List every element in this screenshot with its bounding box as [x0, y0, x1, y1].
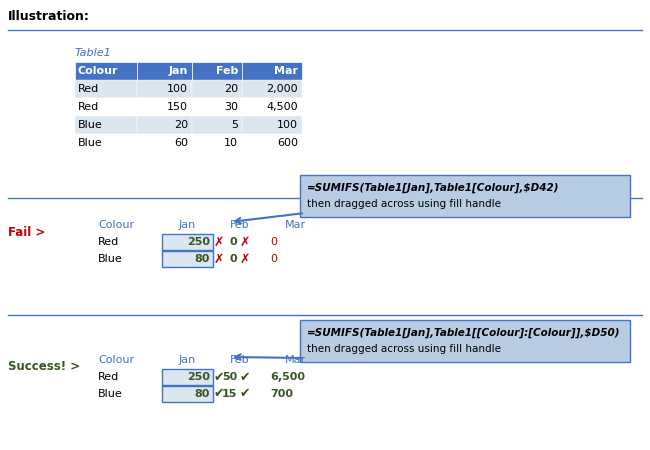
Text: 6,500: 6,500 — [270, 372, 305, 382]
Text: ✗: ✗ — [239, 235, 250, 248]
Text: ✗: ✗ — [239, 252, 250, 266]
Text: =SUMIFS(Table1[Jan],Table1[Colour],$D42): =SUMIFS(Table1[Jan],Table1[Colour],$D42) — [307, 183, 560, 193]
Bar — [192, 134, 242, 152]
Bar — [137, 134, 192, 152]
Text: ✔: ✔ — [239, 387, 250, 400]
Text: 250: 250 — [187, 237, 210, 247]
Bar — [242, 116, 302, 134]
Bar — [75, 98, 137, 116]
Text: 5: 5 — [231, 120, 238, 130]
Bar — [162, 251, 213, 267]
Bar — [75, 80, 137, 98]
Text: Blue: Blue — [78, 120, 103, 130]
Bar — [162, 234, 213, 250]
Bar — [137, 62, 192, 80]
Text: 80: 80 — [194, 389, 210, 399]
Bar — [242, 80, 302, 98]
Text: ✔: ✔ — [214, 370, 224, 383]
Text: Red: Red — [78, 102, 99, 112]
Bar — [75, 116, 137, 134]
Text: Red: Red — [98, 237, 119, 247]
Text: 0: 0 — [230, 237, 237, 247]
Text: Feb: Feb — [230, 355, 250, 365]
Text: 0: 0 — [230, 254, 237, 264]
Text: Blue: Blue — [78, 138, 103, 148]
Bar — [192, 116, 242, 134]
Text: Jan: Jan — [168, 66, 188, 76]
Text: 10: 10 — [224, 138, 238, 148]
Text: =SUMIFS(Table1[Jan],Table1[[Colour]:[Colour]],$D50): =SUMIFS(Table1[Jan],Table1[[Colour]:[Col… — [307, 328, 621, 338]
Text: 250: 250 — [187, 372, 210, 382]
Text: 80: 80 — [194, 254, 210, 264]
Text: Mar: Mar — [274, 66, 298, 76]
Bar — [242, 98, 302, 116]
Text: Blue: Blue — [98, 254, 123, 264]
Text: Colour: Colour — [98, 220, 134, 230]
Text: 600: 600 — [277, 138, 298, 148]
Text: ✗: ✗ — [214, 252, 224, 266]
Text: then dragged across using fill handle: then dragged across using fill handle — [307, 199, 501, 209]
Text: Fail >: Fail > — [8, 225, 46, 238]
Bar — [242, 62, 302, 80]
Text: ✔: ✔ — [214, 387, 224, 400]
Text: 0: 0 — [270, 237, 277, 247]
Text: 150: 150 — [167, 102, 188, 112]
Text: Success! >: Success! > — [8, 360, 80, 374]
Text: ✗: ✗ — [214, 235, 224, 248]
Text: 100: 100 — [167, 84, 188, 94]
Bar — [300, 175, 630, 217]
Text: Colour: Colour — [98, 355, 134, 365]
Text: Feb: Feb — [230, 220, 250, 230]
Text: 700: 700 — [270, 389, 293, 399]
Text: 4,500: 4,500 — [266, 102, 298, 112]
Bar — [137, 80, 192, 98]
Text: Colour: Colour — [78, 66, 118, 76]
Text: 100: 100 — [277, 120, 298, 130]
Text: 60: 60 — [174, 138, 188, 148]
Text: ✔: ✔ — [239, 370, 250, 383]
Bar — [75, 134, 137, 152]
Bar — [300, 320, 630, 362]
Text: then dragged across using fill handle: then dragged across using fill handle — [307, 344, 501, 354]
Text: Mar: Mar — [285, 220, 306, 230]
Text: Illustration:: Illustration: — [8, 10, 90, 23]
Bar — [192, 80, 242, 98]
Bar — [242, 134, 302, 152]
Text: 50: 50 — [222, 372, 237, 382]
Text: 2,000: 2,000 — [266, 84, 298, 94]
Bar — [192, 98, 242, 116]
Bar — [137, 116, 192, 134]
Text: 30: 30 — [224, 102, 238, 112]
Bar — [192, 62, 242, 80]
Bar — [162, 369, 213, 385]
Text: Blue: Blue — [98, 389, 123, 399]
Text: Feb: Feb — [216, 66, 238, 76]
Text: 20: 20 — [224, 84, 238, 94]
Bar — [162, 386, 213, 402]
Text: 0: 0 — [270, 254, 277, 264]
Text: Table1: Table1 — [75, 48, 112, 58]
Text: 20: 20 — [174, 120, 188, 130]
Text: Jan: Jan — [179, 355, 196, 365]
Text: 15: 15 — [222, 389, 237, 399]
Bar — [75, 62, 137, 80]
Text: Mar: Mar — [285, 355, 306, 365]
Text: Red: Red — [98, 372, 119, 382]
Bar — [137, 98, 192, 116]
Text: Red: Red — [78, 84, 99, 94]
Text: Jan: Jan — [179, 220, 196, 230]
